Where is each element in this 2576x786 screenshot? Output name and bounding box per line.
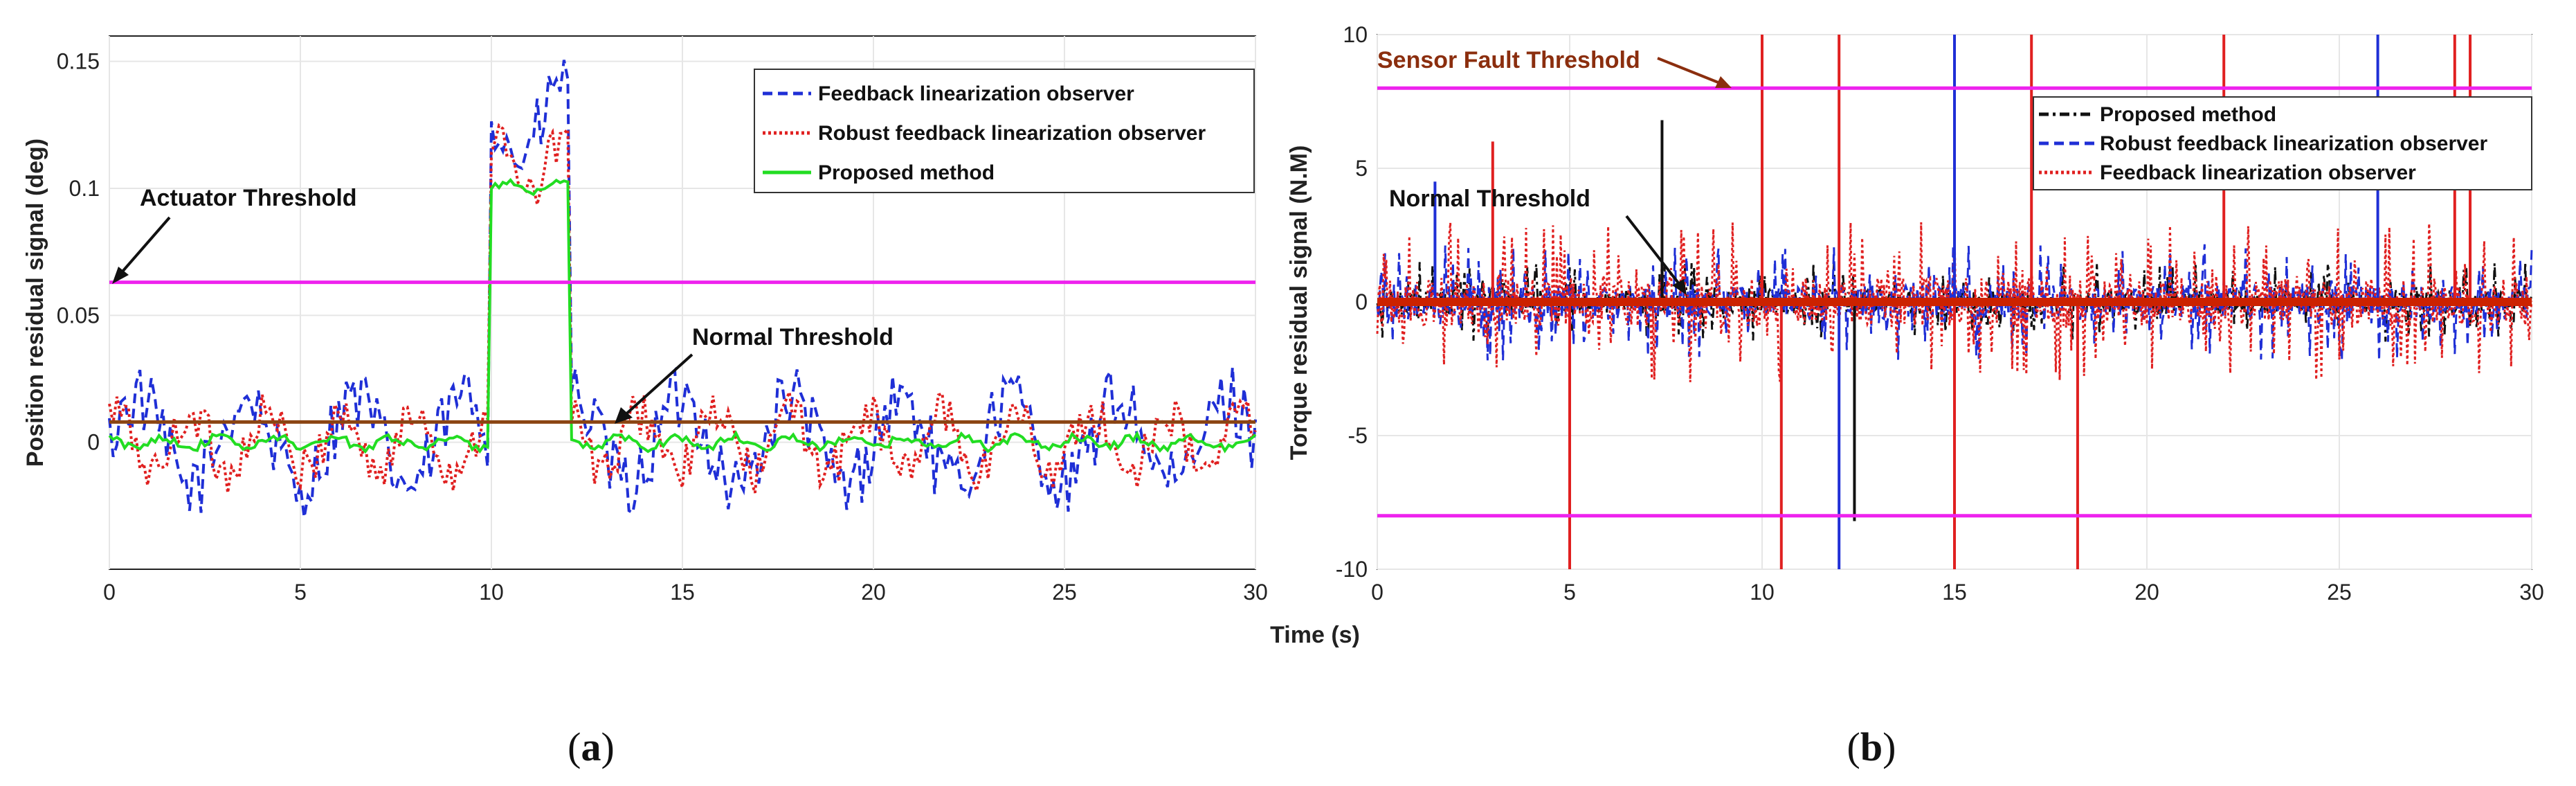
panel-a-series-proposed-method: [108, 177, 1257, 454]
panel-a-letter: a: [581, 724, 601, 769]
panel-a-ticks: 0 5 10 15 20 25 30 0 0.05 0.1 0.15: [57, 49, 1268, 605]
panel-b-ylabel: Torque residual signal (N.M): [1286, 145, 1312, 461]
panel-a-annotation-arrowhead-actuator: [112, 267, 129, 284]
panel-a-annotation-actuator-threshold: Actuator Threshold: [140, 185, 357, 211]
panel-b-y-tick-label: -10: [1336, 557, 1368, 582]
panel-b-x-tick-label: 20: [2134, 580, 2159, 605]
panel-a-series-robust-feedback-linearization-observer: [108, 123, 1257, 496]
panel-b-annotation-arrow-normal: [1625, 215, 1683, 289]
panel-b-annotation-sensor-fault-threshold: Sensor Fault Threshold: [1377, 47, 1640, 73]
panel-a-annotation-arrowhead-normal: [615, 407, 633, 424]
panel-b-legend-label-feedback: Feedback linearization observer: [2100, 161, 2416, 184]
panel-a-annotation-normal-threshold: Normal Threshold: [692, 324, 894, 350]
panel-a-y-tick-label: 0.05: [57, 303, 100, 328]
panel-a-ylabel: Position residual signal (deg): [22, 139, 48, 467]
panel-b-x-tick-label: 30: [2519, 580, 2544, 605]
panel-a-y-tick-label: 0.15: [57, 49, 100, 74]
panel-a-legend-label-feedback: Feedback linearization observer: [818, 82, 1134, 105]
panel-a-thresholds: [109, 280, 1255, 424]
panel-b-annotation-normal-threshold: Normal Threshold: [1389, 186, 1590, 212]
panel-b-chart: 0 5 10 15 20 25 30 -10 -5 0 5 10 Sensor Fault Thres…: [1286, 22, 2544, 769]
panel-b-annotation-arrowhead-normal: [1672, 279, 1687, 295]
panel-a-x-tick-label: 30: [1243, 580, 1268, 605]
panel-b-series-group: [1376, 35, 2533, 569]
panel-a-x-tick-label: 20: [861, 580, 886, 605]
panel-a-x-tick-label: 5: [294, 580, 307, 605]
panel-a-legend-label-proposed: Proposed method: [818, 161, 995, 184]
panel-a-x-tick-label: 25: [1052, 580, 1077, 605]
panel-b-x-tick-label: 5: [1563, 580, 1576, 605]
panel-b-thresholds: [1377, 86, 2532, 518]
panel-b-legend-label-proposed: Proposed method: [2100, 103, 2276, 126]
panel-b-y-tick-label: 10: [1343, 22, 1368, 47]
panel-b-x-tick-label: 25: [2327, 580, 2352, 605]
panel-b-annotation-arrow-sensor: [1657, 57, 1724, 86]
panel-a-chart: 0 5 10 15 20 25 30 0 0.05 0.1 0.15 Actuator Thresh…: [22, 35, 1268, 769]
panel-b-letter: b: [1860, 724, 1883, 769]
panel-b-x-tick-label: 15: [1942, 580, 1967, 605]
panel-a-grid: [109, 36, 1256, 569]
panel-b-legend: Proposed method Robust feedback lineariz…: [2033, 96, 2532, 190]
panel-b-y-tick-label: -5: [1348, 423, 1368, 448]
panel-b-ticks: 0 5 10 15 20 25 30 -10 -5 0 5 10: [1336, 22, 2544, 605]
panel-b-y-tick-label: 5: [1355, 156, 1368, 181]
panel-a-y-tick-label: 0: [87, 430, 100, 455]
panel-b-legend-label-robust: Robust feedback linearization observer: [2100, 132, 2487, 155]
panel-a-annotation-arrow-normal: [622, 353, 693, 418]
panel-b-x-tick-label: 10: [1750, 580, 1775, 605]
panel-a-series-group: [108, 60, 1257, 518]
panel-b-label: (b): [1847, 724, 1896, 769]
panel-b-annotation-arrowhead-sensor: [1715, 76, 1732, 88]
panel-a-label: (a): [568, 724, 615, 769]
panel-a-legend-label-robust: Robust feedback linearization observer: [818, 122, 1206, 145]
panel-a-xlabel: Time (s): [1270, 622, 1360, 648]
panel-a-legend-box: [754, 69, 1255, 193]
panel-a-x-tick-label: 0: [103, 580, 116, 605]
panel-b-legend-box: [2033, 96, 2532, 190]
panel-b-y-tick-label: 0: [1355, 289, 1368, 314]
panel-a-y-tick-label: 0.1: [69, 176, 100, 201]
panel-a-x-tick-label: 10: [479, 580, 504, 605]
panel-a-x-tick-label: 15: [670, 580, 695, 605]
panel-a-annotation-arrow-actuator: [116, 216, 171, 278]
panel-b-x-tick-label: 0: [1371, 580, 1384, 605]
panel-a-legend: Feedback linearization observer Robust f…: [754, 69, 1255, 193]
